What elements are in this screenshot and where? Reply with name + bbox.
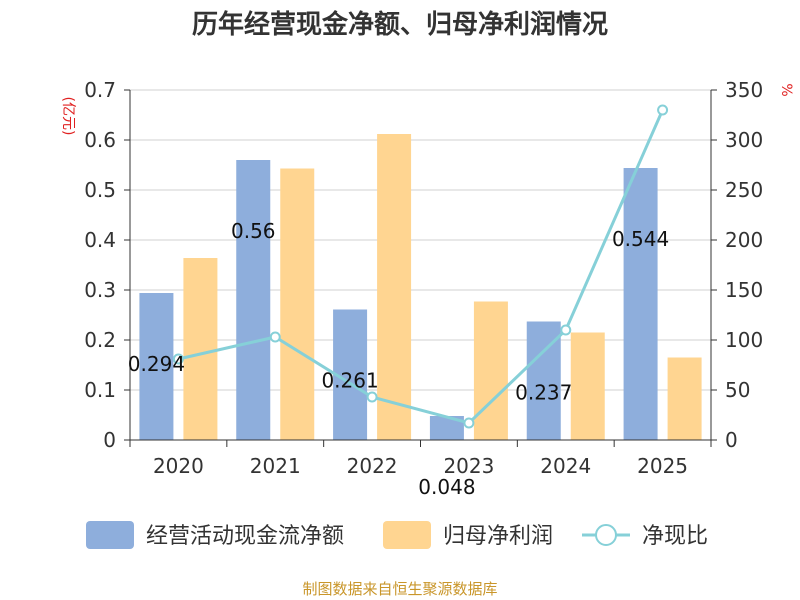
right-axis-tick-label: 100 xyxy=(725,328,763,352)
left-axis-unit: (亿元) xyxy=(60,97,76,136)
bar-operating-cash-flow xyxy=(236,160,271,440)
right-axis-tick-label: 50 xyxy=(725,378,750,402)
left-axis-tick-label: 0 xyxy=(103,428,116,452)
x-axis-tick-label: 2025 xyxy=(637,454,688,478)
left-axis-tick-label: 0.7 xyxy=(84,78,116,102)
bar-net-profit xyxy=(473,301,508,440)
right-axis-tick-label: 200 xyxy=(725,228,763,252)
right-axis-tick-label: 0 xyxy=(725,428,738,452)
x-axis-tick-label: 2021 xyxy=(250,454,301,478)
line-point-cash-ratio xyxy=(172,353,184,365)
bar-operating-cash-flow xyxy=(623,168,658,440)
bar-operating-cash-flow xyxy=(139,293,174,440)
right-axis-unit: % xyxy=(778,83,794,96)
x-axis-tick-label: 2022 xyxy=(347,454,398,478)
legend-label: 归母净利润 xyxy=(443,524,553,549)
data-label: 0.544 xyxy=(612,227,669,251)
legend-label: 净现比 xyxy=(642,524,708,549)
line-point-cash-ratio xyxy=(657,104,669,116)
line-layer xyxy=(172,104,669,429)
data-label: 0.048 xyxy=(418,475,475,499)
bar-net-profit xyxy=(570,332,605,440)
right-axis-tick-label: 150 xyxy=(725,278,763,302)
line-point-cash-ratio xyxy=(463,417,475,429)
legend-swatch-marker xyxy=(595,524,617,546)
bar-net-profit xyxy=(280,168,315,440)
legend[interactable]: 经营活动现金流净额 归母净利润 净现比 xyxy=(86,521,708,549)
left-axis-tick-label: 0.6 xyxy=(84,128,116,152)
data-label: 0.237 xyxy=(515,381,572,405)
bar-net-profit xyxy=(183,258,218,440)
line-point-cash-ratio xyxy=(366,391,378,403)
bar-net-profit xyxy=(377,134,412,440)
left-axis-tick-label: 0.2 xyxy=(84,328,116,352)
right-axis-tick-label: 350 xyxy=(725,78,763,102)
left-axis-tick-label: 0.3 xyxy=(84,278,116,302)
x-axis-tick-label: 2024 xyxy=(540,454,591,478)
gridlines xyxy=(130,89,711,391)
x-axis-tick-label: 2020 xyxy=(153,454,204,478)
right-axis-tick-label: 300 xyxy=(725,128,763,152)
source-note: 制图数据来自恒生聚源数据库 xyxy=(302,580,497,598)
legend-item[interactable]: 经营活动现金流净额 xyxy=(86,521,344,549)
chart-title: 历年经营现金净额、归母净利润情况 xyxy=(192,9,608,40)
legend-swatch xyxy=(86,521,134,549)
left-axis-tick-label: 0.5 xyxy=(84,178,116,202)
left-axis-tick-label: 0.4 xyxy=(84,228,116,252)
data-label: 0.294 xyxy=(128,352,185,376)
bar-net-profit xyxy=(667,357,702,440)
legend-item[interactable]: 净现比 xyxy=(582,524,708,549)
line-point-cash-ratio xyxy=(560,324,572,336)
legend-swatch xyxy=(383,521,431,549)
left-axis-tick-label: 0.1 xyxy=(84,378,116,402)
line-cash-ratio xyxy=(178,109,664,425)
data-label: 0.261 xyxy=(321,369,378,393)
legend-item[interactable]: 归母净利润 xyxy=(383,521,553,549)
axes: 0 0.1 0.2 0.3 0.4 0.5 0.6 0.7 0 50 100 150 200 250 300… xyxy=(84,78,763,478)
line-point-cash-ratio xyxy=(269,331,281,343)
data-label-layer: 0.294 0.56 0.261 0.048 0.237 0.544 xyxy=(128,219,669,499)
legend-label: 经营活动现金流净额 xyxy=(146,524,344,549)
x-axis-tick-label: 2023 xyxy=(443,454,494,478)
data-label: 0.56 xyxy=(231,219,276,243)
right-axis-tick-label: 250 xyxy=(725,178,763,202)
bar-layer xyxy=(139,134,702,440)
